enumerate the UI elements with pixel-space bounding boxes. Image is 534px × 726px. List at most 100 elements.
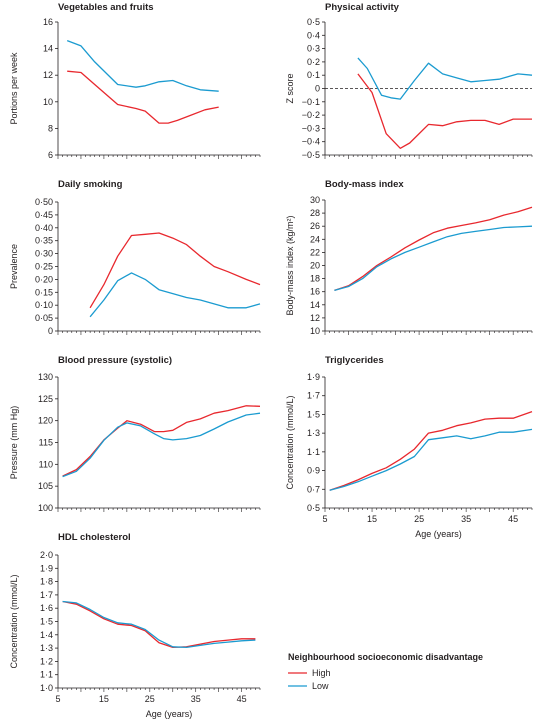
x-tick-label: 25 — [414, 514, 424, 524]
y-tick-label: 0·20 — [35, 274, 53, 284]
series-line-high — [357, 73, 532, 149]
y-tick-label: 1·8 — [40, 577, 53, 587]
y-tick-label: −0·1 — [302, 97, 320, 107]
y-axis-label: Body-mass index (kg/m²) — [285, 215, 295, 315]
panel-title: Triglycerides — [325, 355, 384, 366]
panel-smoke: Daily smoking 0 0·05 0·10 0·15 0·20 0·25 0·30 0·… — [9, 179, 261, 336]
panel-title: HDL cholesterol — [58, 532, 131, 543]
y-tick-label: 0·5 — [307, 17, 320, 27]
y-axis-label: Prevalence — [9, 244, 19, 289]
legend-label-high: High — [312, 668, 331, 678]
x-tick-label: 45 — [508, 514, 518, 524]
y-tick-label: 110 — [39, 459, 53, 469]
panel-veg: Vegetables and fruits 6 8 10 12 14 16 Portions … — [9, 2, 261, 160]
legend: Neighbourhood socioeconomic disadvantage… — [288, 652, 483, 691]
x-tick-label: 5 — [55, 694, 60, 704]
y-tick-label: 1·2 — [40, 656, 53, 666]
panel-hdl: HDL cholesterol 1·0 1·1 1·2 1·3 1·4 1·5 1·6 1·7 1… — [9, 532, 261, 719]
y-tick-label: −0·2 — [302, 110, 320, 120]
legend-label-low: Low — [312, 681, 329, 691]
y-tick-label: −0·5 — [302, 150, 320, 160]
y-tick-label: 125 — [38, 394, 53, 404]
series-line-high — [67, 70, 219, 124]
panel-tg: Triglycerides 0·5 0·7 0·9 1·1 1·3 1·5 1·7 1·9 5 15… — [285, 355, 533, 539]
x-tick-label: 15 — [99, 694, 109, 704]
y-tick-label: 8 — [48, 123, 53, 133]
legend-title: Neighbourhood socioeconomic disadvantage — [288, 652, 483, 662]
y-tick-label: 0 — [315, 84, 320, 94]
y-tick-label: 1·9 — [40, 563, 53, 573]
y-tick-label: 18 — [310, 274, 320, 284]
y-tick-label: 0·50 — [35, 197, 53, 207]
chart-panels: Vegetables and fruits 6 8 10 12 14 16 Portions … — [9, 2, 533, 719]
y-tick-label: 14 — [310, 300, 320, 310]
y-tick-label: 1·9 — [307, 372, 320, 382]
y-tick-label: 0·1 — [307, 70, 320, 80]
y-tick-label: 1·1 — [307, 447, 320, 457]
y-tick-label: 0·15 — [35, 287, 53, 297]
y-tick-label: 1·4 — [40, 630, 53, 640]
series-line-low — [62, 412, 261, 478]
panel-pa: Physical activity −0·5 −0·4 −0·3 −0·2 −0·1 0 0·… — [285, 2, 533, 160]
x-tick-label: 35 — [191, 694, 201, 704]
series-line-low — [66, 39, 219, 92]
y-tick-label: 0·3 — [307, 44, 320, 54]
panel-title: Daily smoking — [58, 179, 123, 190]
y-tick-label: 10 — [43, 97, 53, 107]
y-tick-label: 0·5 — [307, 503, 320, 513]
y-tick-label: 0·30 — [35, 249, 53, 259]
panel-title: Blood pressure (systolic) — [58, 355, 172, 366]
y-tick-label: 12 — [310, 313, 320, 323]
y-tick-label: 20 — [310, 261, 320, 271]
y-tick-label: 6 — [48, 150, 53, 160]
y-tick-label: 10 — [310, 326, 320, 336]
x-axis-label: Age (years) — [415, 529, 462, 539]
series-line-high — [334, 206, 533, 292]
series-line-low — [62, 600, 256, 649]
y-tick-label: 0·35 — [35, 236, 53, 246]
y-tick-label: 0·2 — [307, 57, 320, 67]
y-tick-label: −0·4 — [302, 137, 320, 147]
series-line-low — [329, 428, 533, 491]
panel-bp: Blood pressure (systolic) 100 105 110 115 120… — [9, 355, 261, 513]
panel-bmi: Body-mass index 10 12 14 16 18 20 22 24 26 28 30 Bod… — [285, 179, 533, 336]
y-tick-label: 24 — [310, 234, 320, 244]
y-tick-label: 0·40 — [35, 223, 53, 233]
y-tick-label: 1·5 — [40, 617, 53, 627]
y-axis-label: Concentration (mmol/L) — [285, 395, 295, 489]
y-tick-label: 1·7 — [40, 590, 53, 600]
y-tick-label: 14 — [43, 44, 53, 54]
series-line-high — [62, 405, 261, 477]
y-tick-label: 26 — [310, 221, 320, 231]
y-tick-label: 100 — [38, 503, 53, 513]
y-tick-label: 130 — [38, 372, 53, 382]
x-axis-label: Age (years) — [146, 709, 193, 719]
series-line-high — [89, 232, 261, 309]
panel-title: Body-mass index — [325, 179, 404, 190]
series-line-low — [89, 272, 261, 318]
x-tick-label: 15 — [367, 514, 377, 524]
x-tick-label: 35 — [461, 514, 471, 524]
y-tick-label: 1·7 — [307, 391, 320, 401]
y-tick-label: 2·0 — [40, 550, 53, 560]
y-tick-label: 0·25 — [35, 262, 53, 272]
y-axis-label: Concentration (mmol/L) — [9, 574, 19, 668]
x-tick-label: 45 — [237, 694, 247, 704]
x-tick-label: 25 — [145, 694, 155, 704]
y-tick-label: 30 — [310, 195, 320, 205]
y-tick-label: 0·45 — [35, 210, 53, 220]
y-tick-label: 1·5 — [307, 409, 320, 419]
panel-title: Physical activity — [325, 2, 400, 13]
y-axis-label: Z score — [285, 73, 295, 103]
y-tick-label: 1·6 — [40, 603, 53, 613]
series-line-low — [334, 225, 533, 292]
y-tick-label: −0·3 — [302, 123, 320, 133]
y-tick-label: 0·7 — [307, 484, 320, 494]
y-tick-label: 28 — [310, 208, 320, 218]
y-axis-label: Portions per week — [9, 52, 19, 125]
y-tick-label: 1·3 — [307, 428, 320, 438]
series-line-high — [62, 600, 256, 649]
y-tick-label: 1·1 — [40, 670, 53, 680]
x-tick-label: 5 — [322, 514, 327, 524]
